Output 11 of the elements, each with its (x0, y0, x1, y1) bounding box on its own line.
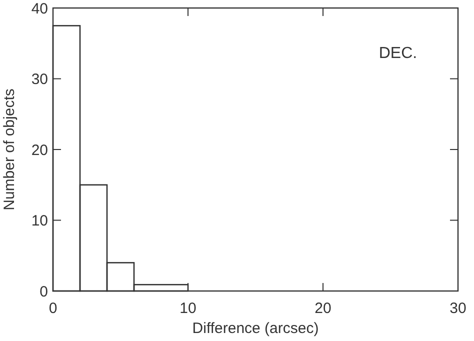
y-tick-label: 20 (31, 142, 48, 159)
y-tick-label: 10 (31, 212, 48, 230)
y-axis-title: Number of objects (1, 88, 18, 210)
y-tick-label: 0 (40, 283, 48, 300)
x-tick-label: 20 (314, 300, 332, 317)
y-tick-label: 40 (31, 0, 48, 18)
x-tick-label: 30 (450, 300, 466, 317)
x-tick-label: 10 (180, 300, 196, 317)
x-axis-title: Difference (arcsec) (192, 320, 319, 337)
y-tick-label: 30 (31, 71, 48, 88)
annotation: DEC. (378, 45, 418, 62)
